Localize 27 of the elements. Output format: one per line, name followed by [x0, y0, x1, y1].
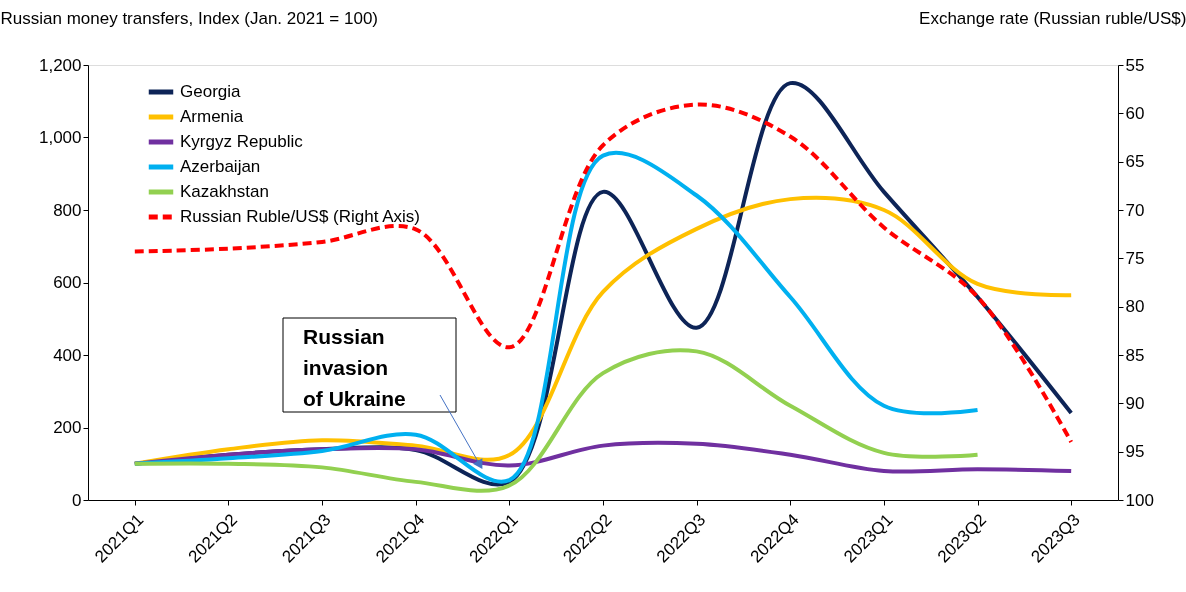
legend-label: Russian Ruble/US$ (Right Axis) — [180, 207, 420, 226]
y2-tick-label: 85 — [1125, 345, 1145, 365]
y-tick-label: 1,000 — [38, 128, 82, 147]
y2-tick-label: 60 — [1125, 103, 1145, 123]
y2-tick-label: 90 — [1125, 393, 1145, 413]
y-tick-label: 600 — [53, 273, 82, 292]
y2-tick-label: 75 — [1125, 248, 1145, 268]
y-tick-label: 400 — [53, 345, 82, 365]
y2-tick-label: 70 — [1125, 200, 1145, 220]
legend-label: Kazakhstan — [180, 182, 269, 201]
legend-label: Kyrgyz Republic — [180, 132, 304, 151]
y-tick-label: 200 — [53, 418, 82, 437]
annotation: Russian invasion of Ukraine — [303, 325, 406, 410]
legend-label: Azerbaijan — [180, 157, 261, 176]
legend-label: Georgia — [180, 82, 242, 101]
y-tick-label: 0 — [72, 490, 82, 510]
legend-label: Armenia — [180, 107, 244, 126]
y-axis-title: Russian money transfers, Index (Jan. 2021 = 100) — [0, 8, 379, 28]
y2-tick-label: 65 — [1125, 152, 1145, 172]
y-tick-label: 1,200 — [38, 55, 82, 75]
y2-tick-label: 80 — [1125, 297, 1145, 317]
line-series — [132, 102, 1074, 444]
y2-axis-title: Exchange rate (Russian ruble/US$) — [919, 8, 1186, 28]
y2-tick-label: 55 — [1125, 55, 1145, 75]
y-tick-label: 800 — [53, 200, 82, 220]
y2-tick-label: 95 — [1125, 442, 1145, 462]
y2-tick-label: 100 — [1125, 490, 1154, 510]
